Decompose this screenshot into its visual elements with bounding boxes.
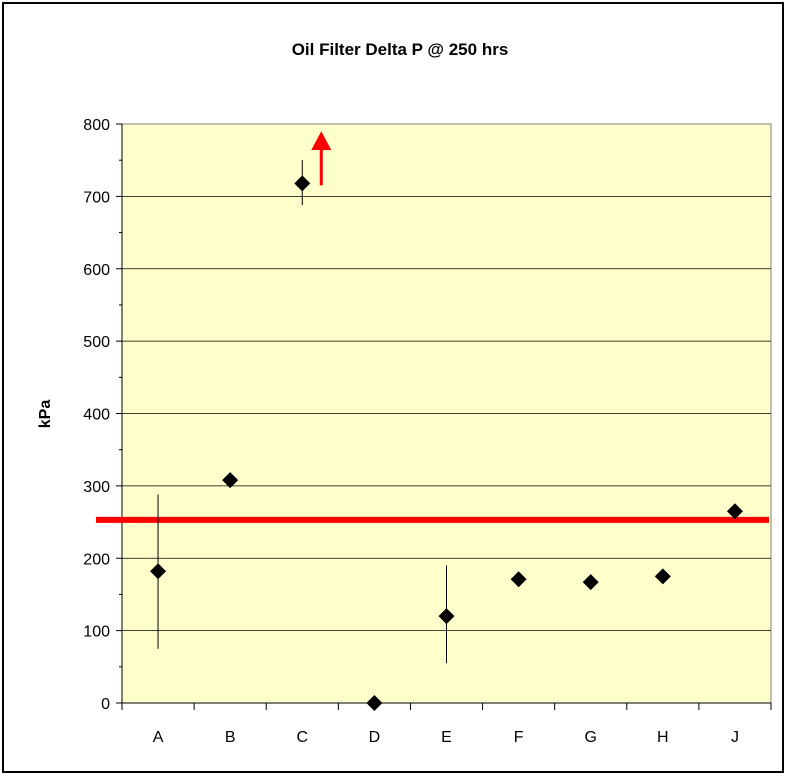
y-tick-label: 0 bbox=[101, 696, 110, 713]
y-tick-label: 800 bbox=[83, 117, 110, 134]
y-tick-label: 400 bbox=[83, 407, 110, 424]
y-tick-label: 700 bbox=[83, 189, 110, 206]
y-tick-label: 500 bbox=[83, 334, 110, 351]
x-tick-label: H bbox=[657, 729, 669, 746]
data-point bbox=[438, 608, 455, 625]
y-tick-label: 300 bbox=[83, 479, 110, 496]
y-tick-label: 600 bbox=[83, 262, 110, 279]
y-tick-label: 200 bbox=[83, 551, 110, 568]
x-tick-label: J bbox=[731, 729, 739, 746]
data-point bbox=[366, 695, 383, 711]
x-tick-label: D bbox=[369, 729, 381, 746]
y-axis: 0 100 200 300 400 500 600 700 800 bbox=[83, 117, 123, 713]
data-point bbox=[150, 563, 167, 580]
arrow-head bbox=[311, 131, 332, 151]
x-tick-label: A bbox=[153, 729, 164, 746]
data-point bbox=[294, 175, 311, 192]
data-point bbox=[582, 574, 599, 591]
data-point bbox=[222, 472, 239, 489]
arrow-annotation bbox=[311, 131, 332, 186]
chart-title: Oil Filter Delta P @ 250 hrs bbox=[292, 40, 509, 59]
x-tick-label: C bbox=[296, 729, 308, 746]
data-point bbox=[654, 568, 671, 585]
gridlines bbox=[122, 195, 771, 632]
x-tick-label: E bbox=[441, 729, 452, 746]
data-points bbox=[150, 175, 743, 711]
data-point bbox=[510, 571, 527, 588]
x-tick-label: G bbox=[584, 729, 596, 746]
data-point bbox=[726, 503, 743, 520]
y-tick-label: 100 bbox=[83, 624, 110, 641]
y-axis-label: kPa bbox=[37, 400, 54, 429]
x-tick-label: B bbox=[225, 729, 236, 746]
x-tick-label: F bbox=[514, 729, 524, 746]
